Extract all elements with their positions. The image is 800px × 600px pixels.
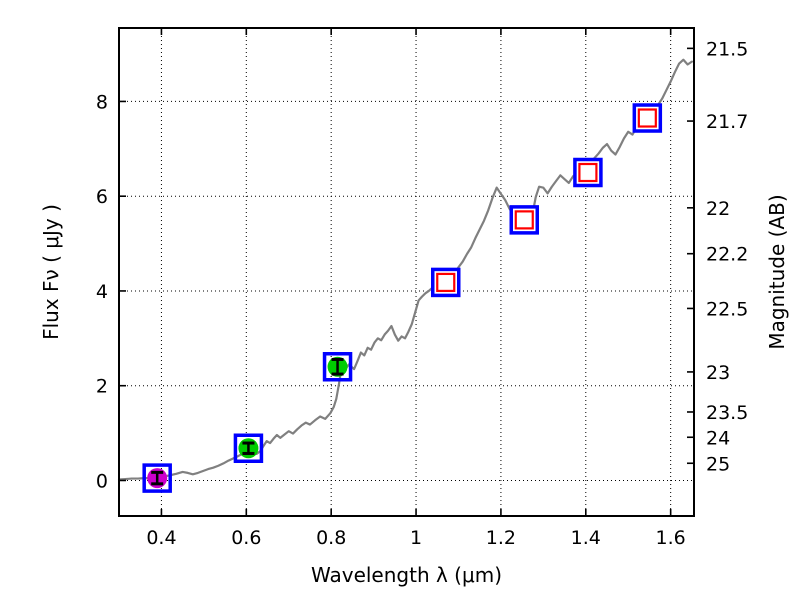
y-tick-label-right: 21.5 [706, 38, 748, 60]
photometry-point-6 [573, 157, 603, 188]
y-tick-label-left: 4 [96, 281, 108, 303]
x-tick-label: 1.2 [486, 527, 516, 549]
photometry-point-2 [233, 433, 264, 463]
y-tick-label-right: 24 [706, 427, 730, 449]
axes-frame [118, 27, 695, 517]
y-tick-label-right: 22 [706, 198, 730, 220]
photometry-markers [142, 103, 663, 493]
x-tick-label: 1.4 [571, 527, 601, 549]
photometry-point-7 [632, 103, 663, 133]
y-tick-label-right: 25 [706, 453, 730, 475]
photometry-point-5 [509, 205, 540, 235]
x-tick-label: 0.8 [316, 527, 346, 549]
x-tick-label: 0.6 [231, 527, 261, 549]
axis-ticks [119, 28, 694, 516]
x-tick-label: 1 [410, 527, 422, 549]
y-tick-label-right: 23.5 [706, 402, 748, 424]
y-tick-label-left: 6 [96, 186, 108, 208]
y-tick-label-left: 8 [96, 91, 108, 113]
y-tick-label-left: 0 [96, 470, 108, 492]
axis-tick-labels: 0.4 0.6 0.8 1 1.2 1.4 1.60246821.521.72222.222… [96, 38, 748, 549]
photometry-point-4 [431, 267, 461, 298]
photometry-point-1 [142, 463, 172, 493]
y-tick-label-left: 2 [96, 376, 108, 398]
y-tick-label-right: 21.7 [706, 111, 748, 133]
photometry-point-3 [322, 352, 353, 382]
x-tick-label: 0.4 [146, 527, 176, 549]
x-axis-title: Wavelength λ (μm) [311, 563, 502, 587]
y-tick-label-right: 22.5 [706, 298, 748, 320]
y-axis-title-left: Flux Fν ( μJy ) [39, 204, 63, 340]
y-axis-title-right: Magnitude (AB) [765, 194, 789, 349]
x-tick-label: 1.6 [656, 527, 686, 549]
y-tick-label-right: 22.2 [706, 244, 748, 266]
grid-lines [119, 28, 694, 516]
y-tick-label-right: 23 [706, 362, 730, 384]
